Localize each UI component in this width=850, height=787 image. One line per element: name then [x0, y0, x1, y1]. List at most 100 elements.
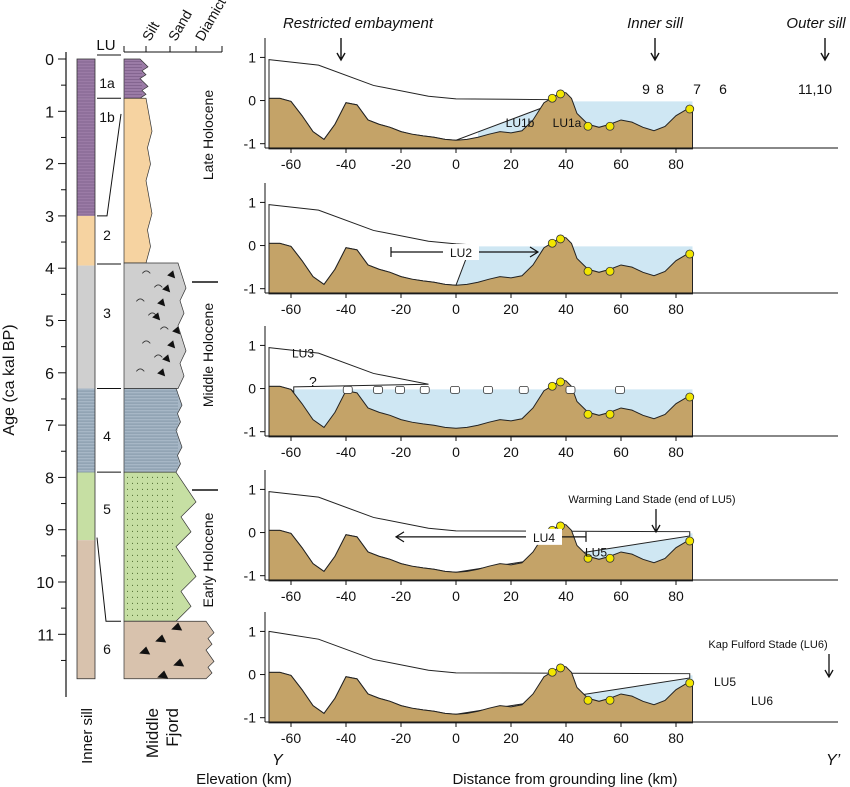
inner-sill-label: Inner sill	[79, 708, 96, 764]
core-site-marker	[605, 266, 615, 276]
clast-symbol	[153, 354, 163, 358]
lu1b-label: LU1b	[506, 116, 535, 130]
y-tick-label: 0	[248, 93, 256, 109]
lu-label-3: 3	[103, 305, 111, 321]
grain-label-silt: Silt	[139, 19, 163, 44]
middle-fjord-unit	[123, 262, 187, 389]
x-tick-label: 0	[452, 156, 460, 172]
age-tick-label: 3	[45, 209, 54, 226]
x-tick-label: 60	[613, 156, 629, 172]
x-tick-label: 80	[668, 156, 684, 172]
y-tick-label: 0	[248, 667, 256, 683]
x-tick-label: -60	[281, 301, 301, 317]
unit-boundary	[97, 113, 122, 217]
x-tick-label: 0	[452, 444, 460, 460]
inner-sill-unit-5	[77, 472, 95, 541]
lu5-label: LU5	[585, 545, 607, 559]
stratigraphic-columns: 0 1 2 3 4 5 6 7 8 9 10 11 Age (ca kal BP) LU 1a 1b 2 3 4 5 6…	[1, 0, 229, 764]
panel-1: 1 0 -1 -60 -40 -20 0 20 40 60 80 Restricted embayme…	[244, 15, 847, 172]
core-site-marker	[685, 104, 695, 114]
clast	[152, 312, 161, 321]
warming-land-stade-label: Warming Land Stade (end of LU5)	[568, 494, 735, 506]
iceberg	[518, 385, 529, 394]
core-site-marker	[685, 249, 695, 259]
clast-symbol	[159, 326, 169, 330]
stade-arrow	[651, 509, 661, 534]
inner-sill-unit-6	[77, 540, 95, 679]
y-tick-label: 1	[248, 49, 256, 65]
core-label: 8	[656, 81, 664, 97]
clast-symbol	[135, 298, 145, 302]
period-label: Early Holocene	[200, 512, 216, 607]
x-tick-label: 20	[503, 156, 519, 172]
core-site-marker	[605, 553, 615, 563]
y-tick-label: 1	[248, 481, 256, 497]
iceberg	[450, 385, 460, 394]
core-site-marker	[583, 409, 593, 419]
age-tick-label: 9	[45, 523, 54, 540]
clast	[157, 298, 166, 307]
core-site-marker	[556, 89, 565, 99]
middle-fjord-unit	[123, 471, 197, 622]
x-tick-label: 40	[558, 730, 574, 746]
core-site-marker	[583, 695, 593, 705]
x-tick-label: -20	[391, 156, 411, 172]
y-tick-label: 1	[248, 337, 256, 353]
iceberg	[419, 385, 430, 394]
lu5-label: LU5	[714, 675, 736, 689]
panel-2: 1 0 -1 -60 -40 -20 0 20 40 60 80 LU2	[244, 183, 838, 317]
core-site-marker	[605, 409, 615, 419]
core-site-marker	[583, 266, 593, 276]
lu-header: LU	[96, 37, 115, 54]
y-tick-label: -1	[244, 568, 257, 584]
age-tick-label: 5	[45, 314, 54, 331]
core-site-marker	[547, 238, 557, 248]
middle-label: Middle	[143, 708, 162, 758]
x-tick-label: 20	[503, 588, 519, 604]
iceberg	[373, 385, 383, 394]
age-tick-label: 2	[45, 157, 54, 174]
x-tick-label: 0	[452, 301, 460, 317]
x-tick-label: 20	[503, 444, 519, 460]
panel-3: 1 0 -1 -60 -40 -20 0 20 40 60 80 LU3?	[244, 326, 838, 460]
period-label: Middle Holocene	[200, 303, 216, 407]
transect-end-label: Y’	[826, 752, 841, 769]
bedrock	[268, 665, 693, 724]
core-site-marker	[605, 121, 615, 131]
unit-boundary	[96, 537, 121, 622]
x-tick-label: -40	[336, 156, 356, 172]
x-tick-label: 80	[668, 730, 684, 746]
core-site-marker	[583, 121, 593, 131]
grain-label-diamict: Diamict	[192, 0, 229, 43]
kap-fulford-stade-label: Kap Fulford Stade (LU6)	[708, 639, 827, 651]
x-tick-label: 0	[452, 730, 460, 746]
lu1a-label: LU1a	[553, 116, 582, 130]
clast	[167, 270, 176, 279]
middle-fjord-unit	[123, 97, 153, 264]
age-tick-label: 10	[36, 575, 54, 592]
iceberg	[565, 385, 576, 394]
distance-label: Distance from grounding line (km)	[452, 771, 677, 787]
y-tick-label: 0	[248, 525, 256, 541]
elevation-label: Elevation (km)	[196, 771, 292, 787]
x-tick-label: -20	[391, 588, 411, 604]
y-tick-label: -1	[244, 136, 257, 152]
core-label: 11,10	[798, 81, 832, 97]
x-tick-label: 40	[558, 444, 574, 460]
panel-4: 1 0 -1 -60 -40 -20 0 20 40 60 80 Warming Land Stade…	[244, 470, 838, 604]
outer-sill-label: Outer sill	[786, 15, 846, 32]
core-site-marker	[685, 536, 695, 546]
x-tick-label: -40	[336, 730, 356, 746]
x-tick-label: -60	[281, 444, 301, 460]
down-arrow	[820, 38, 830, 62]
clast-symbol	[141, 270, 151, 274]
stade-arrow	[824, 654, 834, 679]
clast	[162, 354, 171, 363]
core-site-marker	[547, 667, 557, 677]
core-site-marker	[547, 381, 557, 391]
core-site-marker	[556, 377, 565, 387]
core-label: 7	[693, 81, 701, 97]
x-tick-label: 80	[668, 588, 684, 604]
x-tick-label: -20	[391, 444, 411, 460]
